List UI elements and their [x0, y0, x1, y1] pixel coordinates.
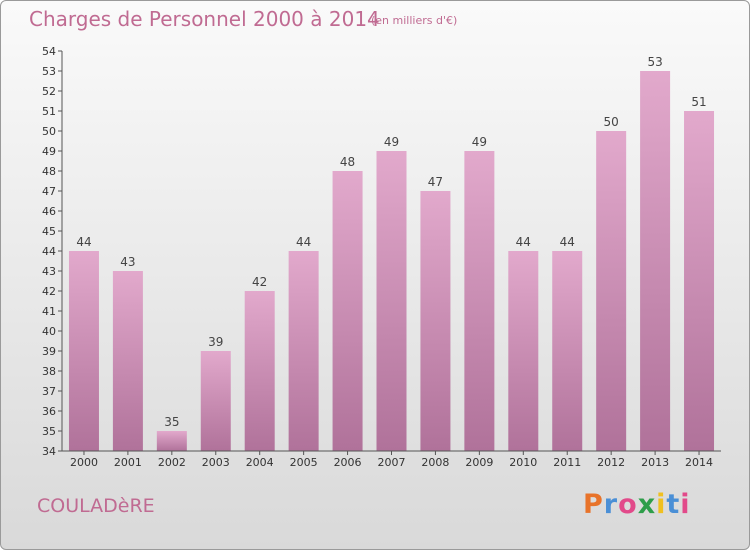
bar [552, 251, 583, 451]
y-tick-label: 39 [42, 345, 56, 358]
x-tick-label: 2012 [597, 456, 625, 469]
chart-subtitle: (en milliers d'€) [371, 14, 458, 27]
data-label: 48 [340, 155, 355, 169]
bars-layer: 44 43 35 39 42 44 48 49 47 49 44 44 50 53 51 [68, 55, 715, 451]
data-label: 44 [296, 235, 311, 249]
x-tick-label: 2013 [641, 456, 669, 469]
bar [684, 111, 715, 451]
data-label: 51 [691, 95, 706, 109]
y-tick-label: 51 [42, 105, 56, 118]
logo-letter: P [583, 489, 604, 520]
data-label: 47 [428, 175, 443, 189]
data-label: 49 [384, 135, 399, 149]
x-tick-label: 2009 [465, 456, 493, 469]
y-tick-label: 54 [42, 45, 56, 58]
bar [332, 171, 363, 451]
bar [464, 151, 495, 451]
data-label: 49 [472, 135, 487, 149]
bar [420, 191, 451, 451]
y-tick-label: 48 [42, 165, 56, 178]
x-tick-label: 2014 [685, 456, 713, 469]
y-tick-label: 50 [42, 125, 56, 138]
proxiti-logo: Proxiti [583, 489, 691, 520]
logo-letter: r [603, 489, 619, 520]
y-tick-label: 37 [42, 385, 56, 398]
data-label: 44 [516, 235, 531, 249]
x-tick-label: 2010 [509, 456, 537, 469]
data-label: 53 [647, 55, 662, 69]
bar [596, 131, 627, 451]
bar [200, 351, 231, 451]
x-tick-label: 2004 [246, 456, 274, 469]
y-tick-label: 44 [42, 245, 56, 258]
y-tick-label: 43 [42, 265, 56, 278]
y-tick-label: 35 [42, 425, 56, 438]
bar [112, 271, 143, 451]
logo-letter: i [680, 489, 691, 520]
logo-letter: o [618, 489, 638, 520]
logo-letter: t [666, 489, 681, 520]
y-tick-label: 40 [42, 325, 56, 338]
bar [640, 71, 671, 451]
y-tick-label: 46 [42, 205, 56, 218]
data-label: 35 [164, 415, 179, 429]
y-tick-label: 36 [42, 405, 56, 418]
data-label: 50 [604, 115, 619, 129]
x-tick-label: 2005 [290, 456, 318, 469]
logo-letter: x [637, 489, 657, 520]
bar [244, 291, 275, 451]
y-tick-label: 47 [42, 185, 56, 198]
bar [68, 251, 99, 451]
y-tick-label: 42 [42, 285, 56, 298]
bar [288, 251, 319, 451]
y-tick-label: 52 [42, 85, 56, 98]
x-tick-label: 2007 [378, 456, 406, 469]
data-label: 42 [252, 275, 267, 289]
logo-letter: i [656, 489, 667, 520]
x-tick-label: 2002 [158, 456, 186, 469]
y-tick-label: 45 [42, 225, 56, 238]
x-tick-label: 2006 [334, 456, 362, 469]
x-tick-label: 2003 [202, 456, 230, 469]
y-tick-label: 53 [42, 65, 56, 78]
x-tick-label: 2000 [70, 456, 98, 469]
data-label: 44 [76, 235, 91, 249]
data-label: 43 [120, 255, 135, 269]
y-tick-label: 34 [42, 445, 56, 458]
x-tick-label: 2008 [421, 456, 449, 469]
bar [508, 251, 539, 451]
x-tick-label: 2011 [553, 456, 581, 469]
bar [156, 431, 187, 451]
y-tick-label: 41 [42, 305, 56, 318]
y-tick-label: 49 [42, 145, 56, 158]
data-label: 44 [560, 235, 575, 249]
axes-layer: 34 35 36 37 38 39 40 41 42 43 44 45 46 47 48 49 50 51 52 53… [42, 45, 721, 469]
x-tick-label: 2001 [114, 456, 142, 469]
y-tick-label: 38 [42, 365, 56, 378]
data-label: 39 [208, 335, 223, 349]
bar [376, 151, 407, 451]
commune-name: COULADèRE [37, 495, 155, 517]
chart-title: Charges de Personnel 2000 à 2014 [29, 7, 380, 31]
